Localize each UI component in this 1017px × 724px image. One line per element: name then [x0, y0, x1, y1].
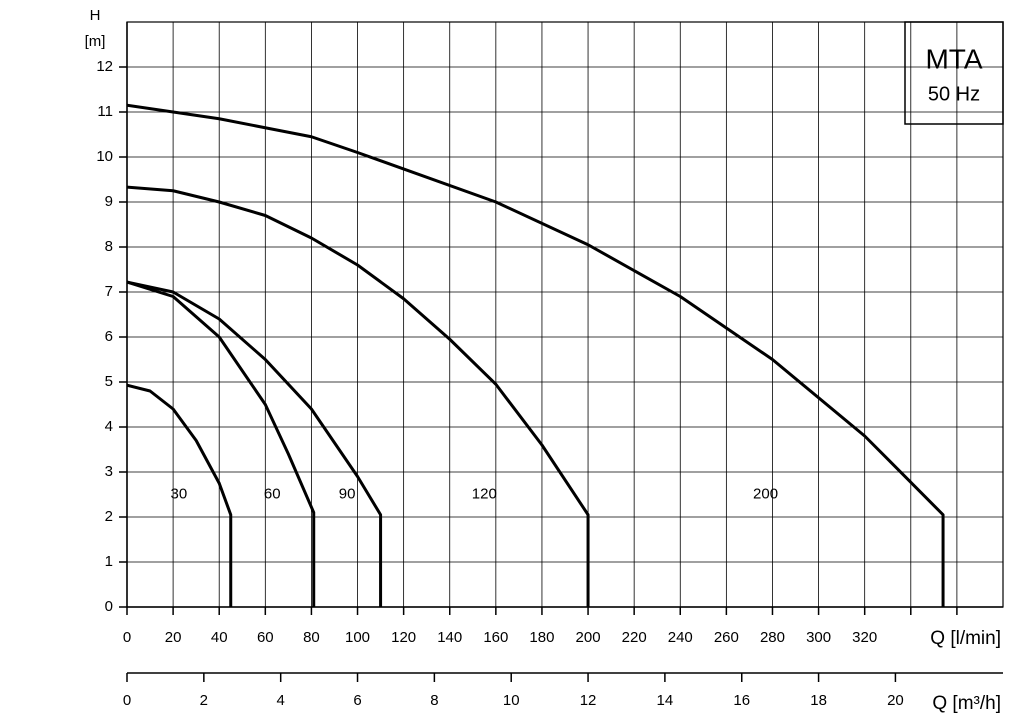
x-tick-label: 280 — [760, 629, 785, 646]
x-tick-label: 180 — [529, 629, 554, 646]
x-tick-label: 20 — [165, 629, 182, 646]
x-label: Q [l/min] — [930, 628, 1001, 649]
x2-tick-label: 6 — [353, 692, 361, 709]
x2-tick-label: 10 — [503, 692, 520, 709]
x-tick-label: 220 — [622, 629, 647, 646]
badge — [904, 21, 1004, 125]
curve-label: 120 — [472, 485, 497, 502]
pump-curve — [126, 280, 383, 607]
x2-tick-label: 14 — [657, 692, 674, 709]
x-tick-label: 100 — [345, 629, 370, 646]
y-tick-label: 2 — [105, 508, 113, 525]
pump-curve — [126, 185, 590, 607]
y-tick-label: 6 — [105, 328, 113, 345]
x-tick-label: 140 — [437, 629, 462, 646]
plot-frame — [126, 21, 1004, 608]
curve-label: 200 — [753, 485, 778, 502]
pump-curve — [126, 383, 233, 607]
y-label-unit: [m] — [85, 33, 106, 50]
x-tick-label: 320 — [852, 629, 877, 646]
curve-label: 90 — [339, 485, 356, 502]
y-tick-label: 12 — [96, 58, 113, 75]
pump-curve — [126, 280, 316, 607]
x2-label: Q [m³/h] — [932, 693, 1001, 714]
x2-tick-label: 16 — [733, 692, 750, 709]
x2-tick-label: 12 — [580, 692, 597, 709]
y-tick-label: 7 — [105, 283, 113, 300]
badge-title: MTA — [925, 43, 982, 74]
y-tick-label: 4 — [105, 418, 113, 435]
x2-tick-label: 4 — [277, 692, 285, 709]
x-tick-label: 40 — [211, 629, 228, 646]
x2-tick-label: 2 — [200, 692, 208, 709]
curve-label: 60 — [264, 485, 281, 502]
x-tick-label: 300 — [806, 629, 831, 646]
y-tick-label: 9 — [105, 193, 113, 210]
y-tick-label: 5 — [105, 373, 113, 390]
x-tick-label: 260 — [714, 629, 739, 646]
x-tick-label: 60 — [257, 629, 274, 646]
x2-tick-label: 8 — [430, 692, 438, 709]
y-label-symbol: H — [90, 7, 101, 24]
badge-subtitle: 50 Hz — [928, 83, 980, 105]
x-tick-label: 0 — [123, 629, 131, 646]
x-tick-label: 80 — [303, 629, 320, 646]
y-tick-label: 1 — [105, 553, 113, 570]
curve-label: 30 — [171, 485, 188, 502]
x-tick-label: 240 — [668, 629, 693, 646]
y-tick-label: 8 — [105, 238, 113, 255]
x-tick-label: 200 — [576, 629, 601, 646]
x-tick-label: 160 — [483, 629, 508, 646]
x-tick-label: 120 — [391, 629, 416, 646]
y-tick-label: 3 — [105, 463, 113, 480]
pump-curve — [126, 103, 945, 607]
x2-tick-label: 0 — [123, 692, 131, 709]
x2-tick-label: 18 — [810, 692, 827, 709]
y-tick-label: 11 — [97, 103, 113, 120]
y-tick-label: 10 — [96, 148, 113, 165]
x2-tick-label: 20 — [887, 692, 904, 709]
y-tick-label: 0 — [105, 598, 113, 615]
